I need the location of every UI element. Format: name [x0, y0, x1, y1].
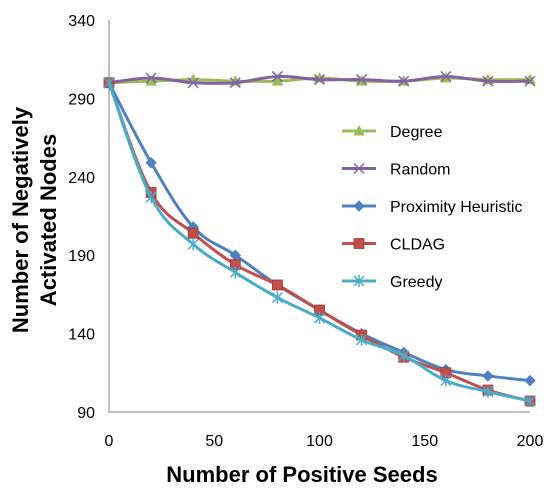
data-point-greedy: [229, 266, 241, 279]
legend-marker: [353, 275, 365, 287]
data-point-greedy: [313, 311, 326, 324]
x-tick-label: 100: [306, 433, 333, 450]
data-point-greedy: [271, 291, 283, 304]
data-point-greedy: [440, 374, 452, 387]
data-point-greedy: [145, 191, 157, 204]
data-point-cldag: [187, 227, 199, 239]
series-line-greedy: [107, 82, 531, 403]
legend-marker: [353, 124, 365, 136]
tick-labels: 90 140 190 240 290 340 0 50 100 150 200: [68, 13, 543, 450]
data-point-random: [440, 70, 452, 82]
data-point-random: [398, 75, 410, 87]
y-tick-label: 290: [68, 91, 95, 108]
series-layer: [103, 70, 536, 408]
x-tick-label: 200: [517, 433, 544, 450]
data-point-random: [229, 77, 241, 89]
data-point-proximity-heuristic: [145, 156, 157, 169]
x-tick-label: 50: [205, 433, 223, 450]
legend-label: Degree: [390, 124, 443, 141]
legend-entry-degree: Degree: [342, 124, 443, 141]
legend-entry-random: Random: [342, 162, 450, 179]
y-axis-title-line: Activated Nodes: [36, 134, 61, 306]
y-tick-label: 190: [68, 248, 95, 265]
x-tick-label: 0: [105, 433, 114, 450]
data-point-cldag: [271, 279, 283, 291]
y-tick-label: 90: [77, 405, 95, 422]
series-line-cldag: [107, 82, 531, 403]
x-tick-label: 150: [411, 433, 438, 450]
data-point-greedy: [398, 349, 410, 362]
data-point-random: [313, 74, 326, 86]
legend-label: Random: [390, 162, 450, 179]
legend-label: Greedy: [390, 274, 442, 291]
legend-marker: [353, 162, 365, 175]
legend-marker: [353, 200, 365, 212]
y-tick-label: 340: [68, 13, 95, 30]
data-point-random: [482, 75, 494, 87]
y-axis-title-line: Number of Negatively: [8, 106, 33, 333]
data-point-random: [271, 70, 283, 82]
legend-marker: [353, 238, 365, 249]
legend-label: CLDAG: [390, 237, 445, 254]
data-point-greedy: [103, 76, 115, 89]
legend: Degree Random Proximity Heuristic CLDAG Gree…: [342, 124, 522, 291]
y-axis-title: Number of Negatively Activated Nodes: [8, 106, 61, 333]
data-point-degree: [271, 75, 284, 86]
data-point-proximity-heuristic: [482, 370, 494, 382]
x-axis-title: Number of Positive Seeds: [166, 462, 437, 487]
data-point-greedy: [482, 385, 494, 398]
y-tick-label: 140: [68, 327, 95, 344]
data-point-random: [524, 75, 536, 87]
legend-entry-cldag: CLDAG: [342, 237, 445, 254]
data-point-random: [356, 74, 368, 86]
data-point-greedy: [524, 395, 536, 408]
legend-entry-greedy: Greedy: [342, 274, 442, 291]
data-point-random: [145, 72, 157, 84]
y-tick-label: 240: [68, 170, 95, 187]
series-greedy: [103, 76, 536, 408]
legend-label: Proximity Heuristic: [390, 199, 522, 216]
data-point-proximity-heuristic: [524, 374, 536, 387]
series-line-proximity-heuristic: [107, 82, 531, 383]
series-cldag: [103, 77, 536, 407]
data-point-greedy: [356, 333, 368, 346]
data-point-greedy: [187, 238, 199, 251]
series-proximity-heuristic: [103, 77, 536, 387]
legend-entry-proximity-heuristic: Proximity Heuristic: [342, 199, 522, 216]
data-point-random: [187, 77, 199, 89]
